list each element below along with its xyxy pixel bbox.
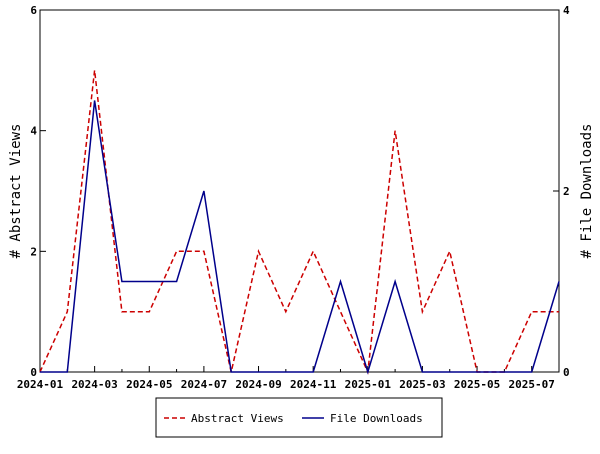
plot-area [39,9,560,373]
series-line-file-downloads [40,100,560,375]
x-tick-label: 2024-07 [181,378,227,391]
left-y-tick-label: 0 [30,366,37,379]
right-y-axis: 0 2 4 [553,4,570,379]
x-tick-label: 2024-01 [17,378,64,391]
x-tick-label: 2024-11 [290,378,337,391]
legend-label-file-downloads: File Downloads [330,412,423,425]
left-y-tick-label: 4 [30,125,37,138]
x-tick-label: 2024-03 [71,378,117,391]
series-layer [39,70,560,375]
series-line-abstract-views [39,70,559,375]
left-y-tick-label: 6 [30,4,37,17]
legend-box [155,397,443,438]
x-tick-label: 2025-03 [399,378,445,391]
left-y-tick-label: 2 [30,245,37,258]
x-tick-label: 2024-05 [126,378,172,391]
legend-label-abstract-views: Abstract Views [191,412,284,425]
right-y-tick-label: 0 [563,366,570,379]
x-tick-label: 2025-05 [454,378,500,391]
right-y-tick-label: 2 [563,185,570,198]
x-tick-label: 2025-01 [345,378,392,391]
x-axis: 2024-01 2024-03 2024-05 2024-07 2024-09 2024-… [17,366,560,391]
left-y-axis-title: # Abstract Views [8,124,24,259]
right-y-tick-label: 4 [563,4,570,17]
x-tick-label: 2024-09 [235,378,281,391]
legend: Abstract Views File Downloads [155,397,443,438]
x-tick-label: 2025-07 [509,378,555,391]
right-y-axis-title: # File Downloads [579,124,595,259]
